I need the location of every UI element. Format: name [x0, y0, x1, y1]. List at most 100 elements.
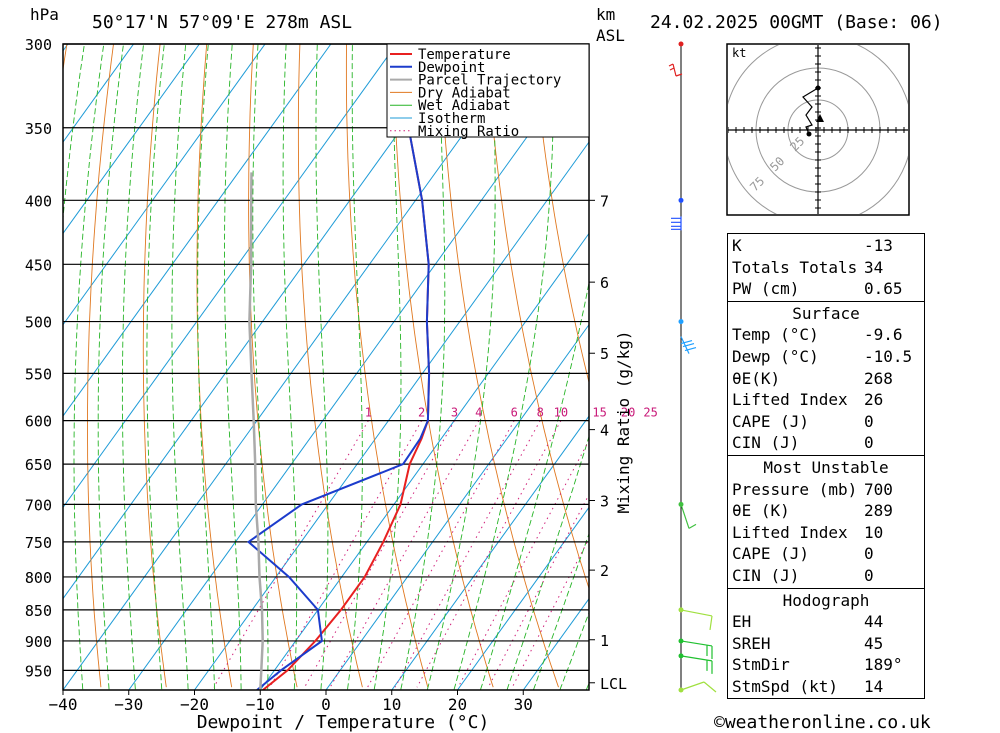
mixing-ratio-line	[329, 420, 480, 688]
mixing-ratio-axis-title: Mixing Ratio (g/kg)	[614, 330, 633, 513]
index-label: SREH	[732, 633, 771, 653]
isotherm-line	[391, 415, 589, 690]
mixing-ratio-line	[511, 537, 589, 688]
index-value: 0	[864, 544, 874, 564]
index-row: Temp (°C) -9.6	[728, 324, 924, 346]
wind-level-marker	[678, 319, 684, 325]
pressure-tick-label: 300	[25, 36, 52, 54]
dry-adiabat-line	[532, 44, 589, 385]
pressure-tick-label: 700	[25, 496, 52, 514]
x-tick-label: −30	[114, 695, 143, 714]
mixing-ratio-line	[416, 420, 562, 688]
indices-surface: Surface Temp (°C) -9.6 Dewp (°C) -10.5 θE(K)…	[727, 301, 925, 456]
storm-motion-marker	[816, 114, 824, 122]
profile-lines	[246, 44, 431, 690]
index-label: CAPE (J)	[732, 411, 810, 431]
legend-label: Dewpoint	[418, 60, 485, 76]
mixing-ratio-label: 3	[451, 406, 458, 420]
wet-adiabat-line	[426, 44, 496, 690]
wind-barb	[680, 640, 713, 659]
hodograph-title: Hodograph	[782, 590, 870, 610]
index-row: StmDir 189°	[728, 654, 924, 676]
index-label: θE (K)	[732, 501, 790, 521]
wind-barb	[680, 609, 713, 630]
dry-adiabat-line	[142, 44, 167, 688]
wind-profile	[668, 41, 717, 693]
dry-adiabat-line	[392, 44, 494, 688]
wet-adiabat-line	[171, 44, 189, 690]
index-row: CIN (J) 0	[728, 565, 924, 587]
index-label: Lifted Index	[732, 522, 848, 542]
wind-barb	[671, 216, 682, 231]
isotherm-line	[0, 44, 2, 690]
dry-adiabat-line	[248, 44, 298, 688]
x-tick-label: 10	[382, 695, 401, 714]
isotherm-line	[457, 506, 589, 690]
index-row: PW (cm) 0.65	[728, 278, 924, 300]
datetime-label: 24.02.2025 00GMT (Base: 06)	[650, 12, 943, 33]
footer-credit: ©weatheronline.co.uk	[714, 712, 931, 733]
mixing-ratio-label: 25	[643, 406, 657, 420]
indices-hodograph: Hodograph EH 44 SREH 45 StmDir 189° StmSpd (kt…	[727, 588, 925, 700]
index-row: StmSpd (kt) 14	[728, 676, 924, 698]
pressure-tick-label: 900	[25, 633, 52, 651]
dry-adiabat-line	[196, 44, 233, 688]
legend-label: Temperature	[418, 47, 511, 63]
index-label: PW (cm)	[732, 279, 800, 299]
dry-adiabat-line	[297, 44, 363, 688]
mixing-ratio-line	[367, 420, 515, 688]
isotherm-line	[63, 44, 200, 235]
legend-label: Parcel Trajectory	[418, 73, 561, 89]
dry-adiabat-line	[485, 44, 589, 590]
dry-adiabat-line	[952, 44, 1000, 687]
wet-adiabat-line	[282, 44, 298, 690]
index-row: Dewp (°C) -10.5	[728, 346, 924, 368]
x-tick-label: −20	[180, 695, 209, 714]
km-tick-label: 7	[600, 192, 609, 210]
index-label: Pressure (mb)	[732, 479, 858, 499]
km-tick-label: 2	[600, 562, 609, 580]
wet-adiabat-line	[73, 44, 105, 690]
dry-adiabat-line	[439, 44, 559, 688]
legend-label: Mixing Ratio	[418, 124, 519, 140]
parcel-trajectory-line	[248, 172, 264, 690]
index-label: K	[732, 236, 742, 255]
pressure-tick-label: 350	[25, 120, 52, 138]
pressure-tick-label: 850	[25, 602, 52, 620]
index-row: EH 44	[728, 611, 924, 633]
hodograph-point	[806, 131, 812, 137]
index-label: Temp (°C)	[732, 325, 819, 345]
index-row: CAPE (J) 0	[728, 543, 924, 565]
isotherm-line	[325, 323, 589, 690]
wind-barb	[680, 504, 697, 529]
mixing-ratio-label: 2	[418, 406, 425, 420]
wet-adiabat-line	[453, 44, 555, 690]
dewpoint-line	[246, 44, 431, 690]
index-value: 0.65	[864, 279, 903, 299]
indices-panel: K -13 Totals Totals 34 PW (cm) 0.65 Surface T…	[727, 233, 925, 700]
index-value: 189°	[864, 655, 903, 675]
index-label: StmDir	[732, 655, 790, 675]
y-unit-label: hPa	[30, 5, 59, 24]
index-label: CIN (J)	[732, 565, 800, 585]
km-tick-label: 1	[600, 632, 609, 650]
pressure-tick-label: 800	[25, 569, 52, 587]
index-label: CAPE (J)	[732, 544, 810, 564]
index-value: 700	[864, 479, 893, 499]
isotherm-line	[128, 49, 589, 690]
km-tick-label: LCL	[600, 675, 627, 693]
isotherm-line	[63, 44, 332, 417]
index-value: 289	[864, 501, 893, 521]
indices-most-unstable: Most Unstable Pressure (mb) 700 θE (K) 289 L…	[727, 455, 925, 589]
index-value: 14	[864, 676, 884, 696]
hodograph-point	[815, 85, 821, 91]
pressure-tick-label: 550	[25, 365, 52, 383]
index-value: 44	[864, 612, 884, 632]
x-tick-label: 30	[514, 695, 533, 714]
wet-adiabat-line	[532, 532, 589, 690]
asl-label: ASL	[596, 26, 625, 45]
mixing-ratio-label: 8	[537, 406, 544, 420]
pressure-tick-label: 650	[25, 456, 52, 474]
